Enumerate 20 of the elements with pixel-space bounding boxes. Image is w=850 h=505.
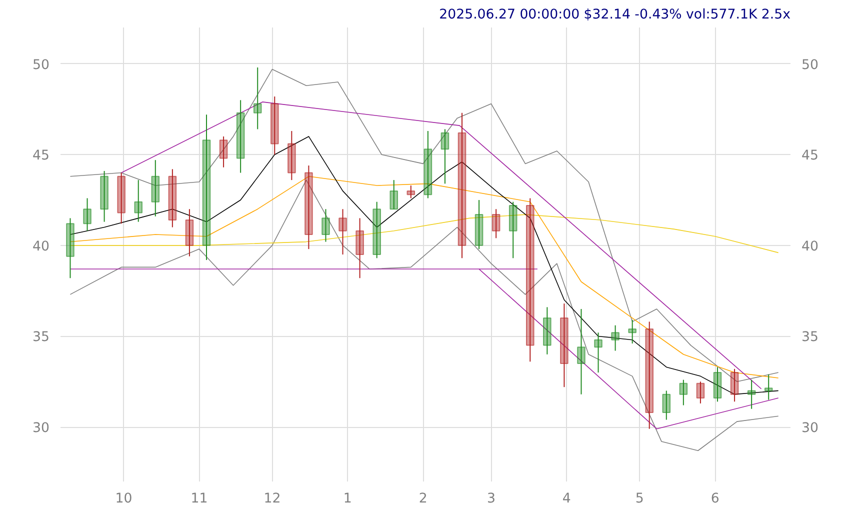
y-tick-label: 50 (32, 58, 50, 73)
x-tick-label: 11 (190, 492, 208, 505)
y2-tick-label: 30 (802, 421, 818, 436)
x-tick-label: 3 (486, 492, 496, 505)
y2-tick-label: 45 (802, 148, 818, 164)
y2-tick-label: 40 (802, 239, 818, 254)
chart-title: 2025.06.27 00:00:00 $32.14 -0.43% vol:577.1K 2.5x (439, 8, 791, 22)
y-tick-label: 40 (32, 239, 50, 254)
x-tick-label: 12 (264, 492, 281, 505)
y2-tick-label: 35 (802, 330, 818, 346)
x-tick-label: 4 (562, 492, 571, 505)
y-tick-label: 30 (32, 421, 50, 436)
y-tick-label: 35 (32, 330, 50, 346)
x-tick-label: 1 (343, 492, 352, 505)
y-tick-label: 45 (32, 148, 50, 164)
x-tick-label: 10 (115, 492, 132, 505)
x-tick-label: 2 (418, 492, 428, 505)
y2-tick-label: 50 (802, 58, 818, 73)
x-tick-label: 6 (710, 492, 720, 505)
x-tick-label: 5 (635, 492, 644, 505)
